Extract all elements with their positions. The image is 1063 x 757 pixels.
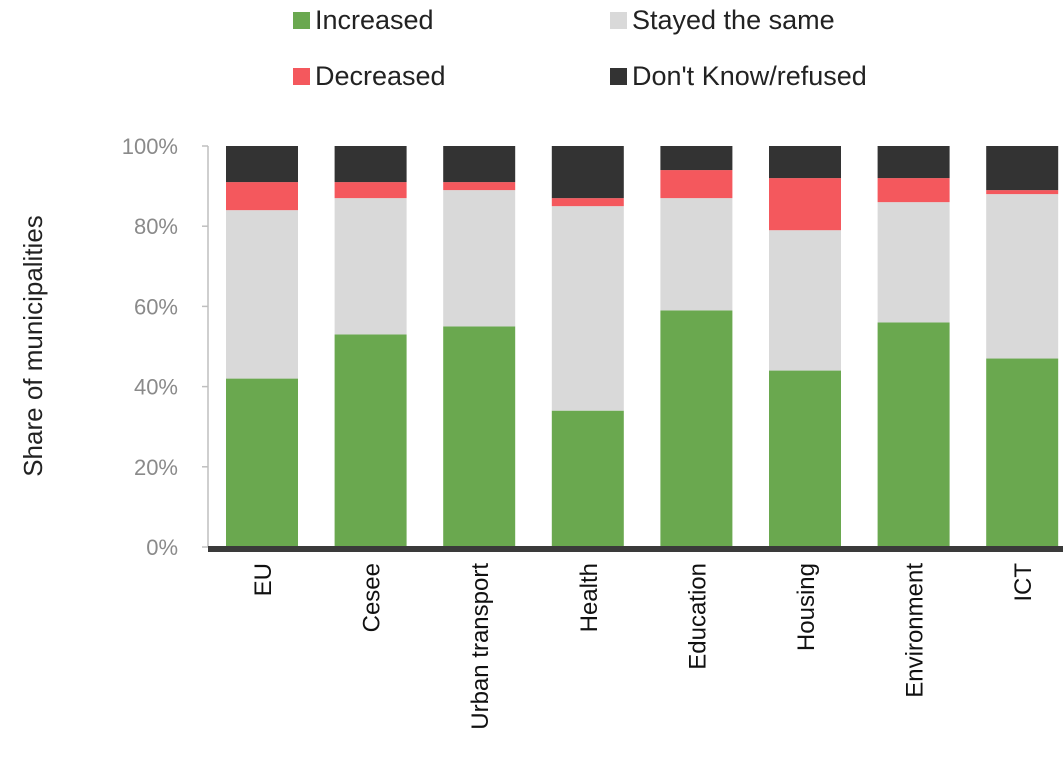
x-tick-label-cesee: Cesee	[359, 563, 386, 632]
bar-segment-health-stayed-the-same	[551, 206, 624, 411]
y-tick-label: 60%	[134, 294, 178, 319]
bar-segment-ict-decreased	[986, 190, 1059, 195]
legend-label-decreased: Decreased	[315, 61, 446, 91]
bar-segment-education-stayed-the-same	[660, 198, 733, 311]
bar-segment-urban-transport-stayed-the-same	[443, 190, 516, 327]
bar-segment-ict-increased	[986, 358, 1059, 547]
bar-segment-environment-stayed-the-same	[877, 202, 950, 323]
bar-segment-eu-don-t-know-refused	[226, 146, 298, 183]
bar-segment-environment-increased	[877, 322, 950, 547]
bar-segment-environment-don-t-know-refused	[877, 146, 950, 179]
bar-segment-education-decreased	[660, 170, 733, 199]
bar-segment-ict-don-t-know-refused	[986, 146, 1059, 191]
bar-segment-health-increased	[551, 410, 624, 547]
bar-segment-cesee-increased	[334, 334, 407, 547]
x-tick-label-education: Education	[684, 563, 711, 670]
x-tick-label-eu: EU	[250, 563, 277, 596]
bar-segment-urban-transport-don-t-know-refused	[443, 146, 516, 183]
bars	[226, 146, 1059, 547]
bar-segment-urban-transport-increased	[443, 326, 516, 547]
legend-swatch-don-t-know-refused	[610, 68, 627, 85]
bar-segment-cesee-don-t-know-refused	[334, 146, 407, 183]
bar-segment-cesee-stayed-the-same	[334, 198, 407, 335]
x-tick-label-ict: ICT	[1010, 563, 1037, 602]
bar-segment-environment-decreased	[877, 178, 950, 203]
bar-segment-housing-don-t-know-refused	[769, 146, 841, 179]
bar-segment-housing-stayed-the-same	[769, 230, 841, 371]
x-tick-label-environment: Environment	[902, 563, 929, 698]
legend-label-don-t-know-refused: Don't Know/refused	[632, 61, 867, 91]
y-tick-label: 100%	[122, 134, 178, 159]
y-axis: 0% 20% 40% 60% 80% 100%	[122, 134, 209, 560]
x-tick-label-health: Health	[576, 563, 603, 632]
bar-segment-eu-increased	[226, 378, 298, 547]
y-tick-label: 80%	[134, 214, 178, 239]
x-axis-line	[208, 546, 1063, 552]
y-tick-label: 40%	[134, 375, 178, 400]
y-tick-label: 0%	[146, 535, 178, 560]
bar-segment-eu-stayed-the-same	[226, 210, 298, 379]
bar-segment-eu-decreased	[226, 182, 298, 211]
legend-swatch-increased	[293, 12, 310, 29]
bar-segment-urban-transport-decreased	[443, 182, 516, 191]
bar-segment-ict-stayed-the-same	[986, 194, 1059, 359]
y-tick-label: 20%	[134, 455, 178, 480]
bar-segment-health-decreased	[551, 198, 624, 207]
bar-segment-cesee-decreased	[334, 182, 407, 199]
x-tick-label-urban-transport: Urban transport	[467, 563, 494, 730]
bar-segment-education-increased	[660, 310, 733, 547]
x-tick-label-housing: Housing	[793, 563, 820, 651]
bar-segment-health-don-t-know-refused	[551, 146, 624, 199]
legend-swatch-decreased	[293, 68, 310, 85]
bar-segment-housing-increased	[769, 370, 841, 547]
bar-segment-education-don-t-know-refused	[660, 146, 733, 171]
bar-segment-housing-decreased	[769, 178, 841, 231]
legend-label-increased: Increased	[315, 5, 434, 35]
x-axis: EU Cesee Urban transport Health Education Hou…	[208, 546, 1063, 730]
y-axis-label: Share of municipalities	[18, 215, 48, 477]
legend-label-stayed-the-same: Stayed the same	[632, 5, 835, 35]
legend-swatch-stayed-the-same	[610, 12, 627, 29]
legend: Increased Stayed the same Decreased Don't K…	[293, 5, 867, 91]
